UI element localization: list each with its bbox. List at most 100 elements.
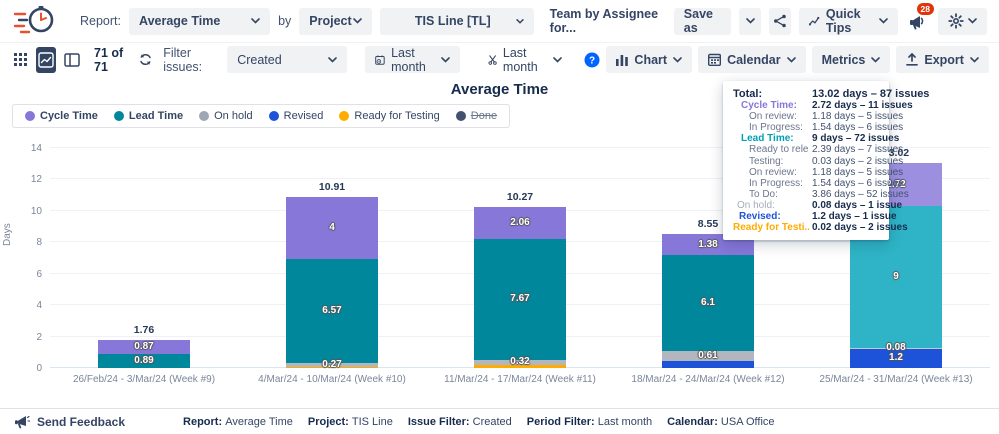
segment-value-label: 1.38 [698,238,718,250]
tooltip-label: On review: [749,166,797,178]
board-icon [64,52,80,67]
group-by-select[interactable]: Project [299,7,372,35]
legend-item-ready-for-testing[interactable]: Ready for Testing [339,110,440,122]
legend-item-lead-time[interactable]: Lead Time [113,110,183,122]
report-label: Report: [80,14,121,28]
grid-icon [13,53,27,66]
gridline [50,147,990,148]
chevron-down-icon [251,18,260,24]
chevron-down-icon [516,18,524,24]
chevron-down-icon [673,56,682,63]
tooltip-value: 1.18 days – 5 issues [812,166,904,178]
chart-toolbar: 71 of 71 Filter issues: Created Last mon… [0,42,999,76]
grid-view-button[interactable] [10,47,30,73]
bar-segment-cycle-time[interactable]: 2.06 [474,206,566,239]
chevron-down-icon [745,18,755,24]
quick-tips-button[interactable]: Quick Tips [799,7,899,35]
tooltip-row: In Progress: 1.54 days – 6 issues [733,122,903,133]
bar-segment-lead-time[interactable]: 6.57 [286,259,378,363]
period-button[interactable]: Last month [365,45,460,74]
tooltip-row: To Do: 3.86 days – 52 issues [733,189,909,200]
tooltip-row: Ready to rele...2.39 days – 7 issues [733,144,903,155]
issue-count: 71 of 71 [94,45,124,74]
app-logo [12,4,58,38]
legend-item-done[interactable]: Done [455,110,498,122]
tooltip-label: In Progress: [749,177,803,189]
settings-button[interactable] [937,7,987,35]
save-as-menu-button[interactable] [738,7,762,35]
legend-item-revised[interactable]: Revised [268,110,323,122]
legend-dot [268,111,279,121]
chevron-down-icon [440,56,450,63]
legend-item-on-hold[interactable]: On hold [199,110,253,122]
calendar-menu-button[interactable]: Calendar [698,46,806,73]
bar-segment-cycle-time[interactable]: 0.87 [98,340,190,355]
tooltip-row: On review: 1.18 days – 5 issues [733,166,903,178]
chevron-down-icon [968,18,977,24]
bar-segment-lead-time[interactable]: 7.67 [474,239,566,360]
legend-dot [25,111,35,121]
gridline [50,178,990,180]
bar-segment-revised[interactable]: 1.2 [850,348,942,368]
footer-item: Period Filter: Last month [526,415,653,428]
x-tick-label: 26/Feb/24 - 3/Mar/24 (Week #9) [72,374,216,385]
scope-value: Last month [502,45,538,74]
period-value: Last month [391,45,426,74]
filter-issues-value: Created [237,52,282,67]
help-button[interactable]: ? [584,47,601,73]
footer-summary: Report: Average Time Project: TIS Line Iss… [183,416,775,428]
bar-segment-on-hold[interactable]: 0.32 [474,356,566,367]
chart-menu-button[interactable]: Chart [606,46,693,73]
legend-item-cycle-time[interactable]: Cycle Time [25,110,98,122]
legend-label: Done [470,110,498,122]
chart-area: Average Time Cycle Time Lead Time On hold R… [0,76,999,408]
bar-segment-revised[interactable] [662,360,754,368]
group-by-value: Project [309,14,352,28]
chart-view-button[interactable] [36,46,56,73]
bar-segment-on-hold[interactable]: 0.08 [850,342,942,353]
tooltip-row: In Progress: 1.54 days – 6 issues [733,177,903,189]
board-view-button[interactable] [62,47,82,73]
bar-segment-on-hold[interactable]: 0.27 [286,359,378,370]
svg-text:?: ? [589,55,595,66]
bar-segment-on-hold[interactable]: 0.61 [662,350,754,361]
bar-total-label: 13.02 [882,147,910,160]
metrics-menu-button[interactable]: Metrics [811,46,891,73]
line-chart-icon [38,51,54,68]
chevron-down-icon [552,56,562,63]
x-tick-label: 11/Mar/24 - 17/Mar/24 (Week #11) [444,374,596,385]
top-header: Report: Average Time by Project TIS Line… [0,0,999,42]
notifications-button[interactable]: 28 [906,3,934,36]
footer-item: Project: TIS Line [307,415,393,428]
x-axis: 26/Feb/24 - 3/Mar/24 (Week #9) 4/Mar/24 -… [50,374,990,388]
bar-segment-ready-for-testing[interactable] [286,366,378,368]
bar-segment-lead-time[interactable]: 0.89 [98,354,190,368]
footer: Send Feedback Report: Average Time Projec… [0,408,999,434]
y-tick-label: 6 [36,268,42,280]
tooltip-row: Lead Time: 9 days – 72 issues [733,133,899,144]
report-select[interactable]: Average Time [129,7,271,35]
footer-item: Issue Filter: Created [407,415,512,428]
send-feedback-link[interactable]: Send Feedback [14,414,125,429]
bar-segment-lead-time[interactable]: 6.1 [662,255,754,352]
chevron-down-icon [786,56,796,63]
project-select[interactable]: TIS Line [TL] [379,7,534,35]
tooltip-value: 9 days – 72 issues [812,133,900,145]
segment-value-label: 1.2 [889,352,903,364]
export-button[interactable]: Export [896,46,989,73]
refresh-button[interactable] [138,47,153,73]
dashboard-name[interactable]: Team by Assignee for... [549,7,659,35]
refresh-icon [140,53,151,66]
chevron-down-icon [879,18,888,24]
bar-segment-cycle-time[interactable]: 4 [286,196,378,260]
tooltip-label: Revised: [739,211,781,223]
y-tick-label: 12 [30,174,42,186]
bar-segment-ready-for-testing[interactable] [474,364,566,368]
share-button[interactable] [769,7,792,35]
tooltip-value: 1.2 days – 1 issue [812,211,897,223]
segment-value-label: 0.87 [134,341,154,353]
scope-button[interactable]: Last month [477,45,572,74]
filter-issues-select[interactable]: Created [227,46,348,73]
save-as-button[interactable]: Save as [673,7,731,35]
segment-value-label: 6.57 [322,305,342,317]
